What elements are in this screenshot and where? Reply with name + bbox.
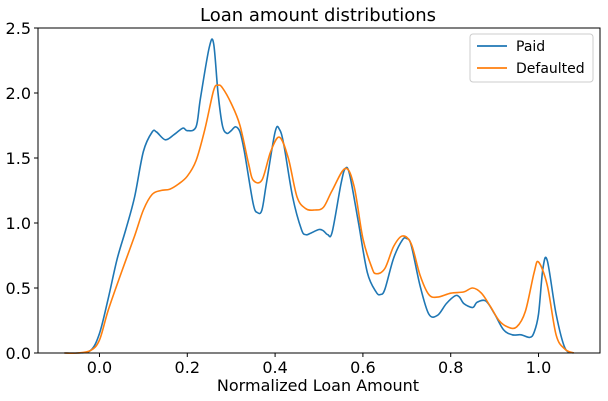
y-tick-label: 1.5 <box>6 149 31 168</box>
y-tick-label: 2.0 <box>6 84 31 103</box>
x-tick-label: 0.6 <box>350 358 375 377</box>
y-axis: 0.0 0.5 1.0 1.5 2.0 2.5 <box>6 19 38 363</box>
x-tick-label: 1.0 <box>526 358 551 377</box>
series-line-defaulted <box>64 84 574 354</box>
x-axis: 0.0 0.2 0.4 0.6 0.8 1.0 <box>87 353 551 377</box>
plot-lines <box>64 38 575 354</box>
chart-title: Loan amount distributions <box>200 5 436 26</box>
x-tick-label: 0.2 <box>175 358 200 377</box>
y-tick-label: 2.5 <box>6 19 31 38</box>
x-tick-label: 0.8 <box>438 358 463 377</box>
legend-label-paid: Paid <box>516 39 545 55</box>
x-tick-label: 0.4 <box>262 358 287 377</box>
x-axis-label: Normalized Loan Amount <box>217 376 419 395</box>
plot-frame <box>37 27 601 354</box>
y-tick-label: 0.0 <box>6 344 31 363</box>
y-tick-label: 0.5 <box>6 279 31 298</box>
legend-label-defaulted: Defaulted <box>516 61 585 77</box>
legend: Paid Defaulted <box>469 33 594 83</box>
series-line-paid <box>64 38 575 354</box>
x-tick-label: 0.0 <box>87 358 112 377</box>
y-tick-label: 1.0 <box>6 214 31 233</box>
